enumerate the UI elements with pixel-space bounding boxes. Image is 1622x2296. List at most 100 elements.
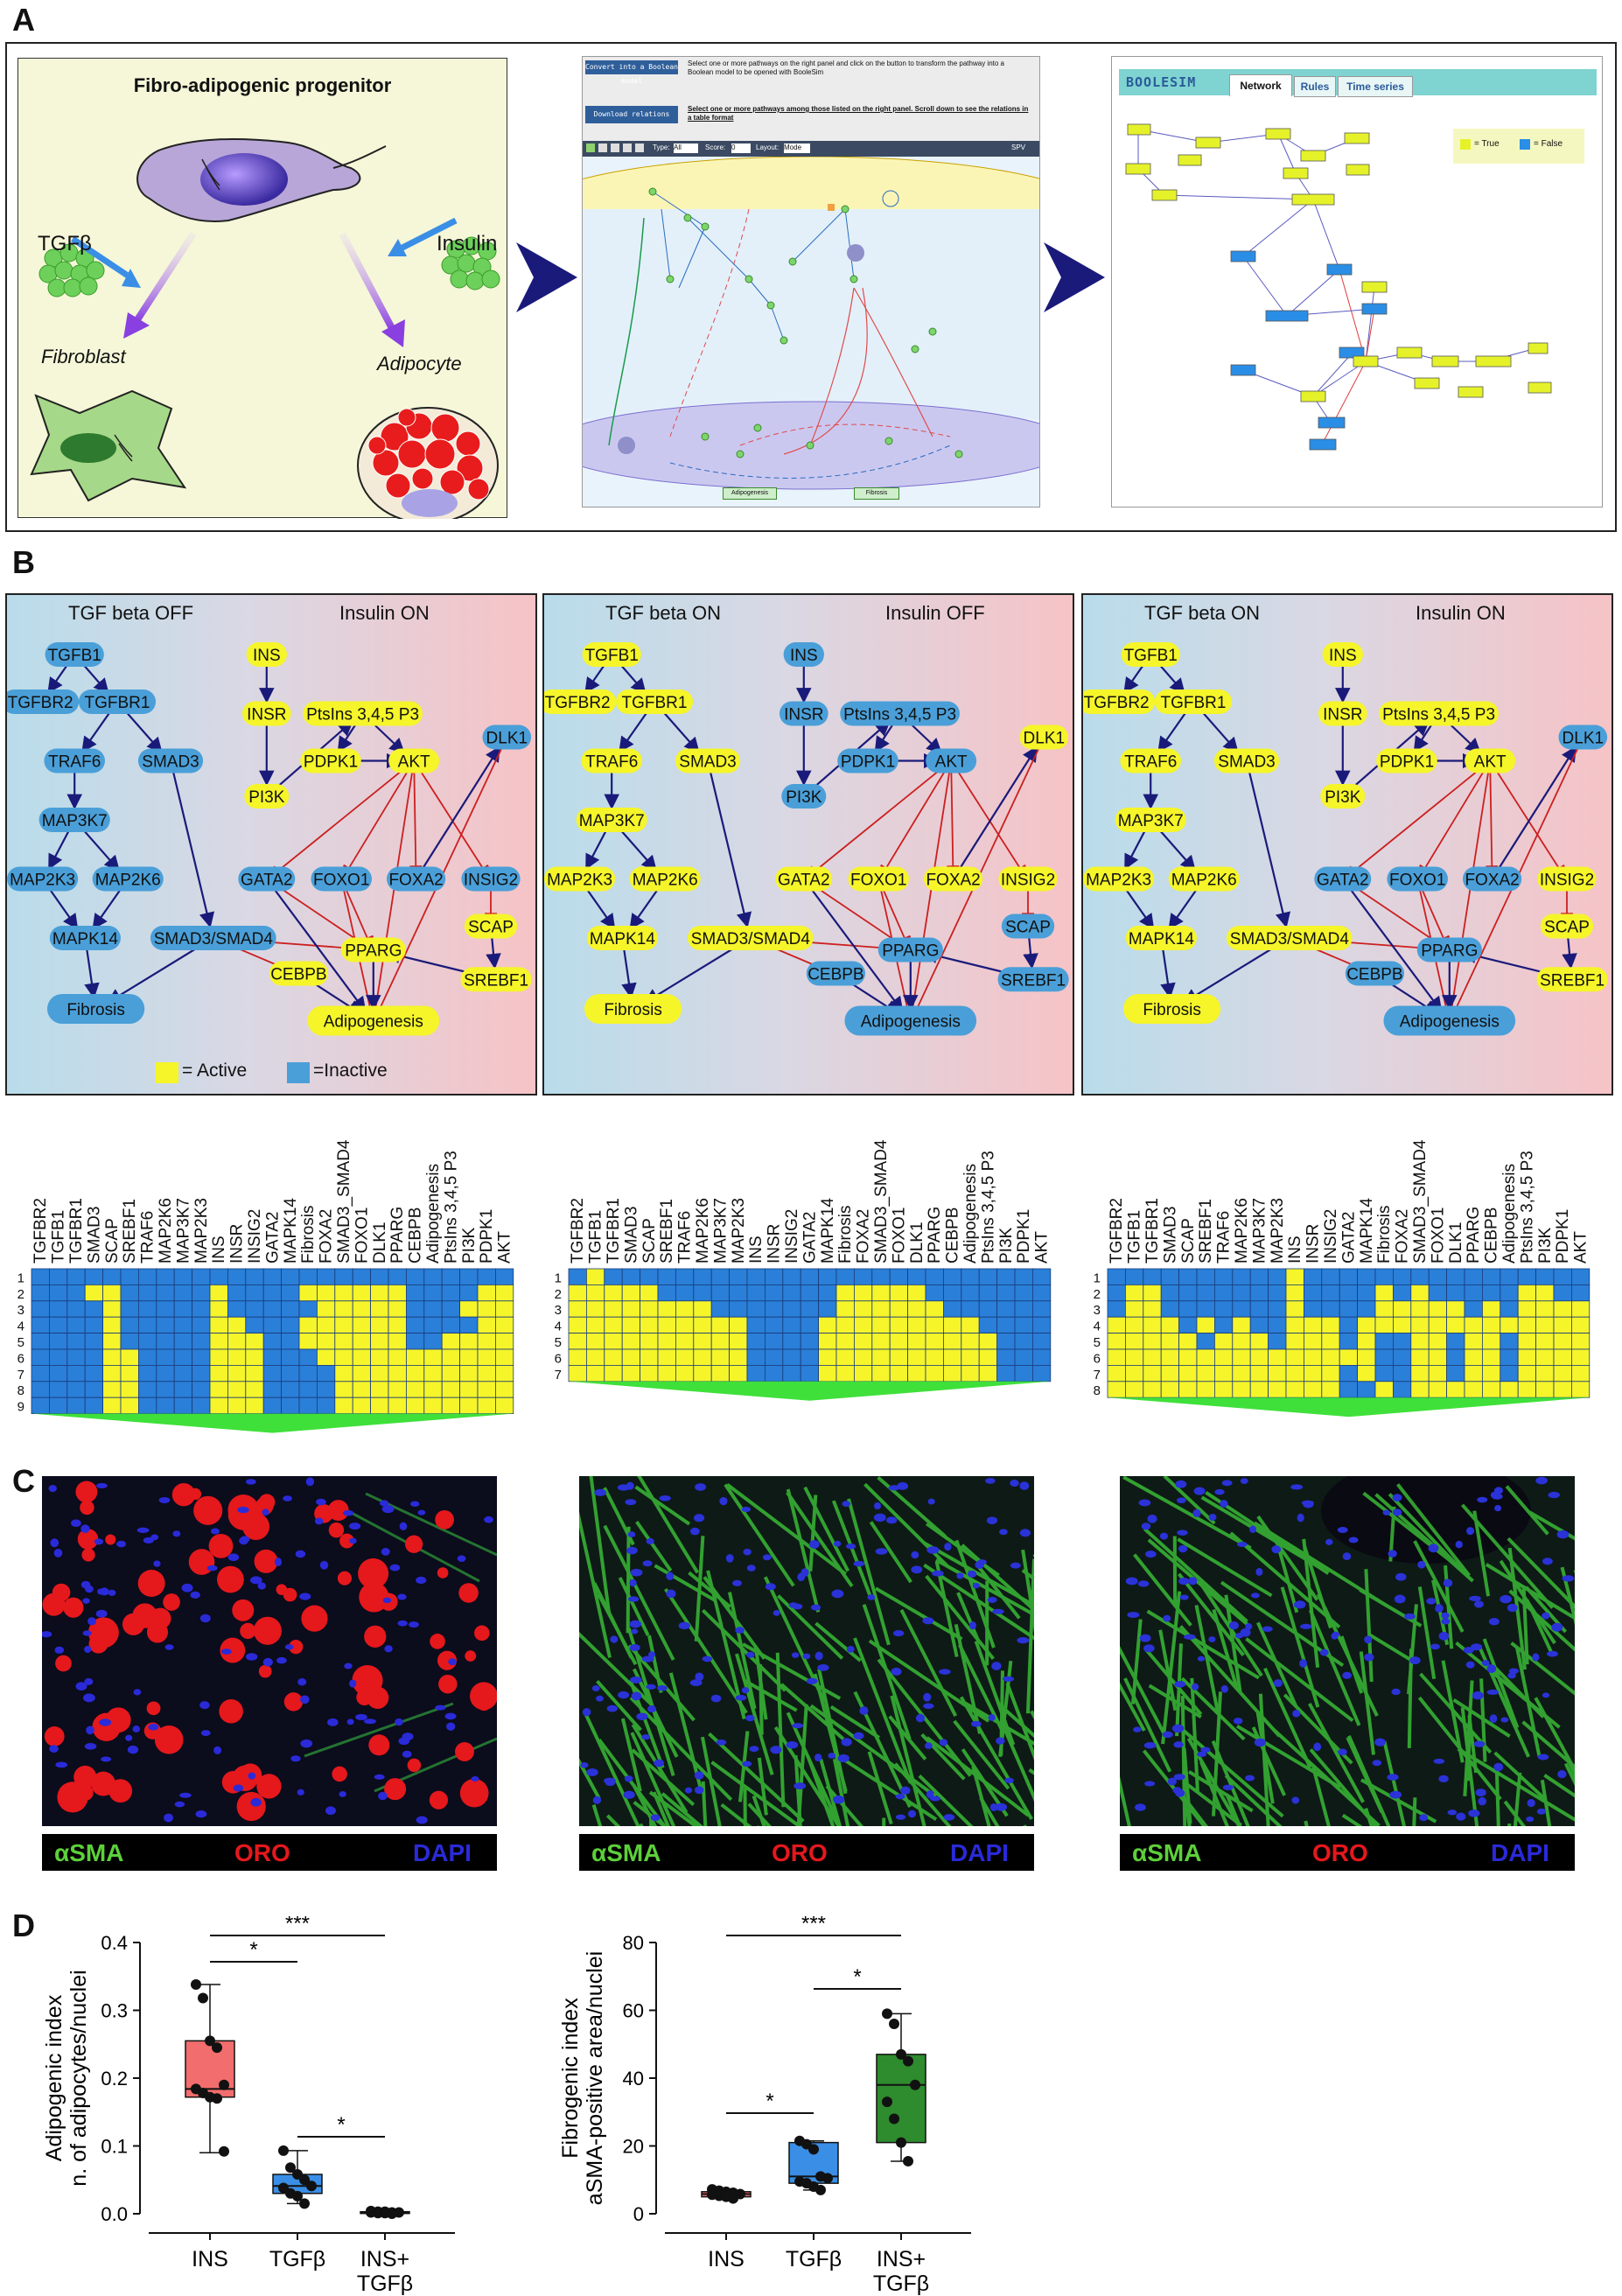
heat-cell [1321, 1333, 1340, 1350]
dapi-nucleus [1493, 1762, 1504, 1772]
dapi-nucleus [792, 1723, 804, 1729]
heat-cell [49, 1316, 68, 1334]
asma-fiber [1485, 1563, 1575, 1620]
asma-fiber [847, 1498, 891, 1646]
heat-cell [942, 1333, 962, 1350]
node-INSR-label: INSR [247, 706, 286, 724]
heat-cell [298, 1396, 318, 1415]
convert-boolean-button[interactable]: Convert into a Boolean model [585, 60, 678, 85]
node-TRAF6 [44, 748, 105, 774]
heat-cell [156, 1268, 175, 1285]
data-point [889, 2113, 899, 2124]
dapi-nucleus [153, 1560, 161, 1567]
dapi-nucleus [746, 1651, 755, 1658]
heat-column-label: Fibrosis [299, 1205, 318, 1264]
layout-select[interactable]: Mode [784, 144, 810, 153]
dapi-nucleus [1313, 1742, 1322, 1752]
asma-fiber [1212, 1608, 1239, 1688]
dapi-nucleus [943, 1814, 955, 1821]
arrow-right-1 [516, 242, 577, 312]
heat-cell [978, 1333, 998, 1350]
dapi-nucleus [1441, 1612, 1450, 1619]
dapi-nucleus [1174, 1681, 1186, 1688]
heat-cell [604, 1348, 623, 1366]
heat-cell [1374, 1284, 1394, 1302]
heat-cell [49, 1300, 68, 1318]
dapi-nucleus [1463, 1647, 1474, 1654]
asma-fiber [1457, 1747, 1575, 1822]
asma-fiber [633, 1801, 668, 1826]
active-label: = Active [182, 1060, 248, 1081]
heat-cell [1410, 1364, 1430, 1382]
heat-cell [441, 1348, 461, 1366]
heat-cell [66, 1316, 86, 1334]
heat-cell [245, 1381, 264, 1398]
dapi-nucleus [84, 1645, 92, 1654]
download-relations-button[interactable]: Download relations [585, 106, 678, 123]
heat-cell [925, 1300, 944, 1318]
toolbar-icon-4[interactable] [623, 144, 632, 152]
node-MAPK14-label: MAPK14 [590, 930, 655, 948]
heat-cell [137, 1364, 157, 1382]
dapi-nucleus [233, 1784, 244, 1792]
heat-cell [192, 1300, 211, 1318]
type-select[interactable]: All [674, 144, 698, 153]
heat-column-label: PtsIns 3,4,5 P3 [979, 1151, 997, 1264]
dapi-nucleus [770, 1746, 782, 1754]
toolbar-icon-3[interactable] [611, 144, 619, 152]
node-SMAD3 [137, 748, 204, 774]
dapi-nucleus [636, 1712, 648, 1720]
asma-fiber [596, 1679, 642, 1732]
heat-cell [1553, 1268, 1572, 1285]
heat-cell [1446, 1348, 1465, 1366]
heat-cell [1357, 1364, 1376, 1382]
heat-cell [316, 1268, 336, 1285]
heat-cell [1339, 1316, 1359, 1334]
score-select[interactable]: 0 [731, 144, 751, 153]
y-tick-label: 0.2 [101, 2068, 128, 2090]
asma-fiber [597, 1592, 638, 1666]
node-SMAD34 [1226, 926, 1353, 950]
heat-cell [31, 1284, 50, 1302]
heat-cell [495, 1300, 514, 1318]
dapi-nucleus [290, 1755, 301, 1762]
heat-cell [370, 1396, 389, 1415]
heat-cell [746, 1348, 766, 1366]
heat-cell [1535, 1300, 1555, 1318]
dapi-nucleus [1542, 1692, 1550, 1698]
toolbar-icon-5[interactable] [635, 144, 644, 152]
node-MAP3K7 [576, 808, 647, 832]
toolbar-icon-1[interactable] [586, 144, 595, 152]
heat-cell [1428, 1316, 1448, 1334]
data-point [219, 2079, 229, 2090]
oro-droplet [339, 1533, 354, 1549]
asma-fiber [1120, 1682, 1146, 1732]
dapi-nucleus [397, 1620, 408, 1627]
dapi-nucleus [164, 1644, 174, 1650]
heat-cell [800, 1316, 820, 1334]
dapi-nucleus [1536, 1808, 1547, 1815]
heat-cell [31, 1348, 50, 1366]
dapi-nucleus [82, 1630, 92, 1636]
heat-row-label: 5 [555, 1335, 562, 1350]
tab-time-series[interactable]: Time series [1338, 76, 1413, 97]
heat-cell [1428, 1300, 1448, 1318]
heat-cell [66, 1348, 86, 1366]
heat-cell [156, 1300, 175, 1318]
oro-droplet [105, 1534, 116, 1545]
dapi-nucleus [939, 1669, 951, 1675]
tab-network[interactable]: Network [1229, 74, 1292, 96]
heat-cell [102, 1364, 122, 1382]
tab-rules[interactable]: Rules [1294, 76, 1336, 97]
significance-label: *** [285, 1916, 310, 1936]
heat-cell [495, 1364, 514, 1382]
node-PtsIns-label: PtsIns 3,4,5 P3 [1382, 706, 1495, 724]
dapi-nucleus [416, 1576, 427, 1585]
heat-cell [137, 1300, 157, 1318]
toolbar-icon-2[interactable] [598, 144, 607, 152]
edge-AKT-FOXO1 [884, 760, 952, 870]
node-SCAP [464, 914, 518, 939]
heat-column-label: TGFBR1 [67, 1198, 86, 1264]
heat-cell [746, 1316, 766, 1334]
